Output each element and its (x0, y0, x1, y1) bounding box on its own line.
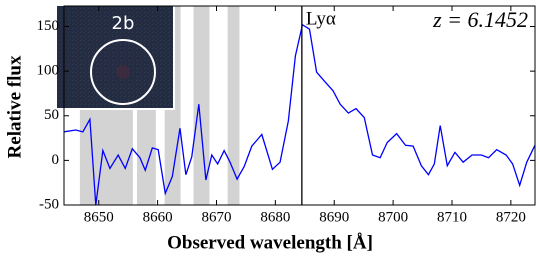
shaded-region (193, 6, 210, 205)
x-axis-label: Observed wavelength [Å] (167, 232, 373, 253)
spectrum-line (63, 23, 536, 206)
shaded-region (227, 6, 240, 205)
x-tick-label: 8680 (260, 209, 290, 225)
y-tick-label: 0 (52, 152, 60, 168)
x-tick-label: 8710 (437, 209, 467, 225)
inset-image: 2b (55, 4, 175, 110)
x-tick-label: 8670 (201, 209, 231, 225)
plot-frame (63, 5, 536, 206)
y-tick-label: -50 (39, 196, 59, 212)
y-tick-label: 100 (37, 63, 60, 79)
annotation: z = 6.1452 (432, 7, 528, 32)
x-tick-label: 8690 (319, 209, 349, 225)
x-tick-label: 8700 (378, 209, 408, 225)
line-label: Lyα (306, 8, 336, 29)
x-tick-label: 8660 (143, 209, 173, 225)
x-tick-label: 8720 (496, 209, 526, 225)
y-tick-label: 50 (44, 107, 59, 123)
aperture-circle (90, 39, 156, 105)
inset-label: 2b (112, 13, 135, 34)
y-tick-label: 150 (37, 18, 60, 34)
y-axis-label: Relative flux (4, 55, 25, 158)
x-tick-label: 8650 (84, 209, 114, 225)
